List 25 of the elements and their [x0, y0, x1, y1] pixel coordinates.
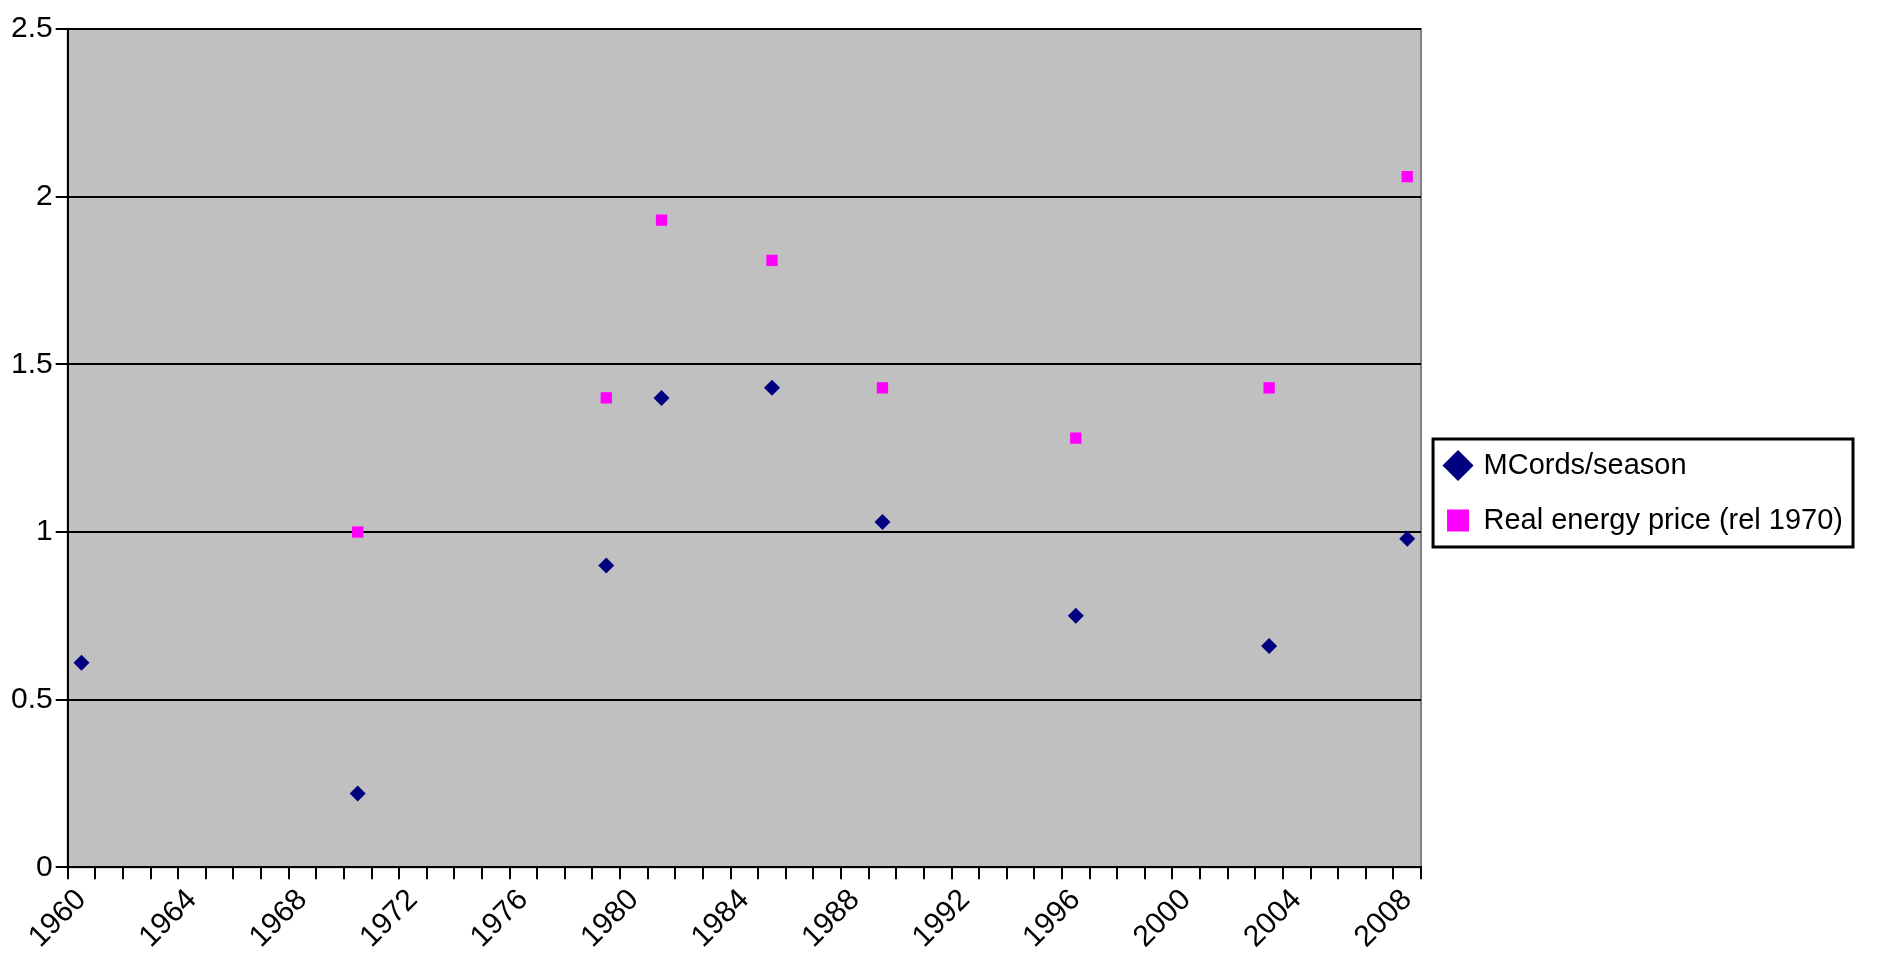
- point: [1263, 382, 1275, 394]
- y-tick-label: 1.5: [10, 345, 53, 379]
- point: [352, 526, 364, 538]
- point: [766, 254, 778, 267]
- point: [874, 513, 891, 530]
- point: [1067, 607, 1084, 624]
- point: [653, 389, 670, 406]
- y-tick-label: 1: [36, 513, 53, 547]
- point: [1401, 170, 1413, 183]
- point: [598, 557, 615, 574]
- point: [349, 785, 366, 802]
- point: [1261, 638, 1278, 655]
- point: [876, 382, 889, 394]
- point: [763, 379, 780, 396]
- legend-label: MCords/season: [1483, 447, 1687, 480]
- point: [73, 654, 90, 671]
- point: [600, 392, 612, 404]
- point: [1070, 432, 1082, 444]
- y-tick-label: 0: [36, 848, 53, 882]
- y-tick-label: 0.5: [10, 680, 53, 714]
- point: [1399, 530, 1416, 547]
- legend-label: Real energy price (rel 1970): [1483, 502, 1844, 535]
- y-tick-label: 2.5: [10, 10, 53, 44]
- y-tick-label: 2: [36, 177, 53, 211]
- point: [655, 214, 668, 226]
